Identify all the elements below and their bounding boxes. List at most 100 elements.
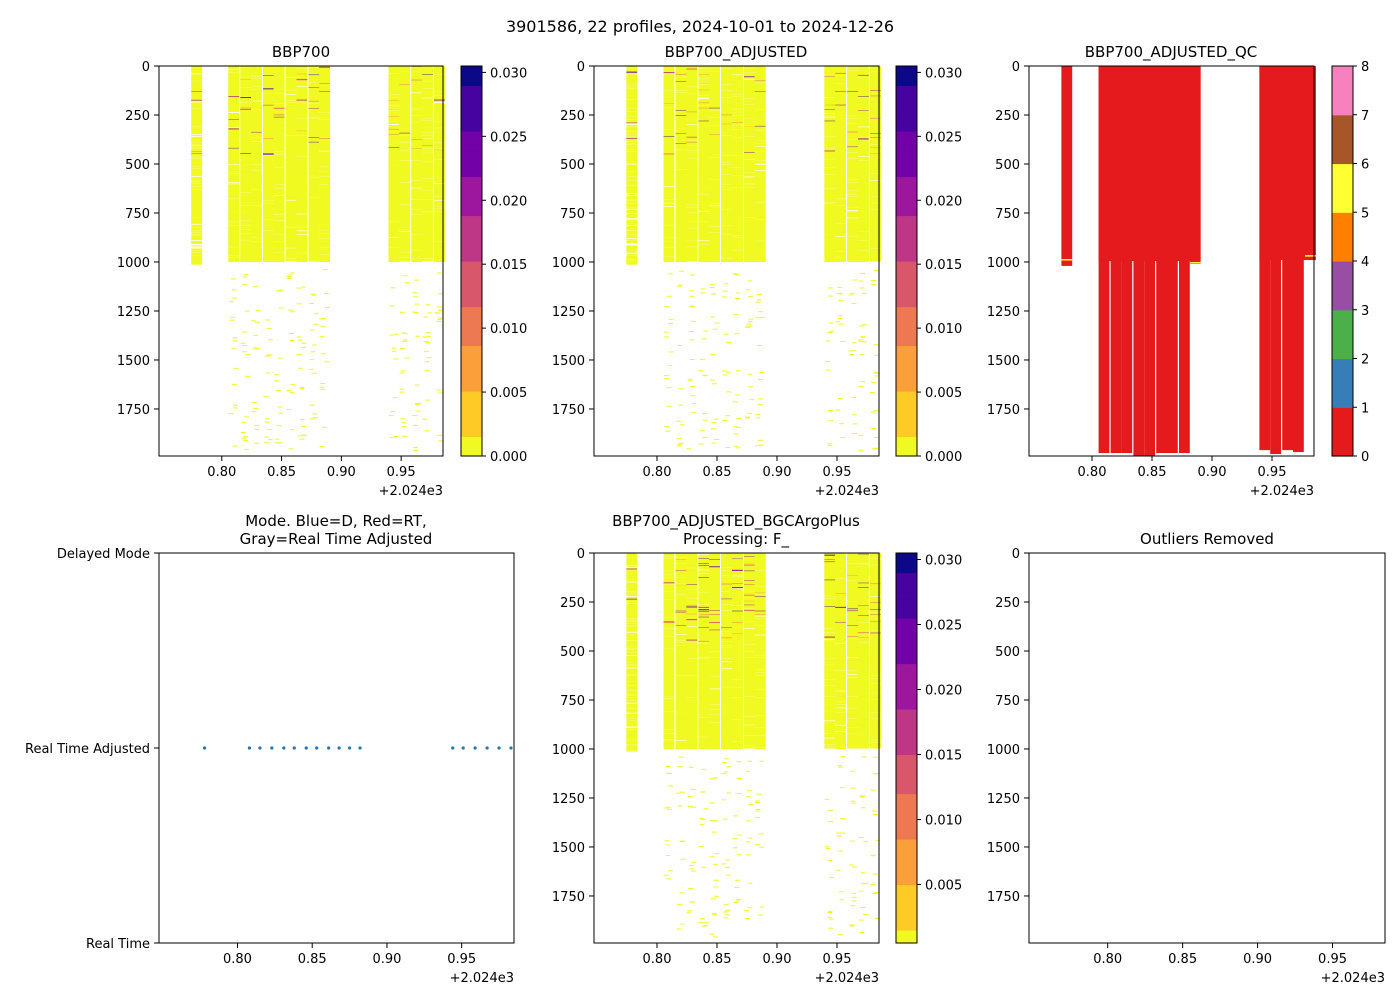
heatmap-cell: [191, 124, 203, 127]
heatmap-cell: [308, 99, 320, 101]
heatmap-cell: [191, 173, 203, 175]
heatmap-cell: [251, 235, 262, 237]
heatmap-cell: [399, 212, 411, 214]
heatmap-cell: [251, 90, 262, 92]
heatmap-cell: [285, 126, 297, 128]
heatmap-cell: [191, 155, 203, 157]
heatmap-cell: [263, 202, 274, 204]
heatmap-cell: [191, 171, 203, 173]
heatmap-cell: [319, 336, 325, 338]
heatmap-cell: [191, 121, 203, 123]
heatmap-cell: [263, 190, 274, 192]
heatmap-cell: [191, 215, 203, 217]
heatmap-cell: [273, 200, 285, 202]
heatmap-cell: [255, 321, 260, 323]
heatmap-cell: [191, 198, 203, 201]
heatmap-cell: [191, 177, 203, 179]
heatmap-cell: [191, 147, 203, 149]
heatmap-cell: [285, 121, 297, 123]
heatmap-cell: [191, 222, 203, 224]
heatmap-cell: [191, 66, 203, 68]
heatmap-cell: [243, 448, 249, 450]
heatmap-cell: [254, 425, 260, 427]
heatmap-cell: [191, 113, 203, 115]
heatmap-cell: [191, 193, 203, 195]
heatmap-cell: [263, 122, 274, 125]
heatmap-cell: [240, 192, 252, 194]
heatmap-cell: [191, 262, 203, 265]
heatmap-cell: [191, 87, 203, 90]
heatmap-cell: [251, 66, 262, 68]
heatmap-cell: [388, 157, 400, 159]
heatmap-cell: [273, 207, 285, 209]
heatmap-cell: [411, 187, 423, 189]
heatmap-cell: [273, 71, 285, 73]
heatmap-cell: [411, 244, 423, 247]
heatmap-cell: [422, 84, 433, 86]
heatmap-cell: [296, 113, 308, 115]
heatmap-cell: [296, 97, 308, 99]
heatmap-cell: [251, 175, 262, 177]
heatmap-cell: [240, 130, 252, 132]
heatmap-cell: [191, 91, 203, 93]
heatmap-cell: [296, 232, 308, 234]
heatmap-cell: [274, 442, 280, 444]
heatmap-cell: [411, 150, 423, 152]
heatmap-cell: [228, 301, 234, 303]
heatmap-cell: [411, 144, 423, 146]
heatmap-cell: [411, 131, 423, 133]
heatmap-cell: [297, 367, 303, 369]
heatmap-cell: [296, 129, 308, 131]
heatmap-cell: [228, 231, 240, 234]
heatmap-cell: [191, 91, 203, 93]
heatmap-cell: [251, 113, 262, 115]
heatmap-cell: [296, 75, 308, 78]
heatmap-cell: [191, 212, 203, 214]
heatmap-cell: [422, 116, 433, 118]
heatmap-cell: [229, 319, 235, 321]
heatmap-cell: [285, 114, 297, 116]
heatmap-cell: [301, 286, 307, 288]
heatmap-cell: [231, 278, 236, 280]
heatmap-cell: [251, 247, 262, 249]
heatmap-cell: [296, 188, 308, 190]
heatmap-cell: [285, 257, 297, 259]
heatmap-cell: [240, 160, 252, 162]
heatmap-cell: [273, 133, 285, 135]
heatmap-cell: [388, 213, 400, 215]
heatmap-cell: [399, 88, 411, 90]
heatmap-cell: [388, 151, 400, 153]
heatmap-cell: [411, 211, 423, 213]
heatmap-cell: [422, 80, 433, 82]
heatmap-cell: [263, 97, 274, 99]
heatmap-cell: [191, 200, 203, 202]
heatmap-cell: [296, 177, 308, 179]
heatmap-cell: [411, 110, 423, 112]
heatmap-cell: [285, 253, 297, 255]
heatmap-cell: [411, 126, 423, 128]
heatmap-cell: [296, 67, 308, 69]
heatmap-cell: [244, 416, 249, 418]
heatmap-cell: [240, 150, 252, 152]
heatmap-cell: [240, 95, 252, 97]
heatmap-cell: [388, 96, 400, 98]
heatmap-cell: [308, 170, 320, 172]
heatmap-cell: [191, 119, 203, 121]
heatmap-cell: [399, 127, 411, 129]
heatmap-cell: [308, 192, 320, 194]
heatmap-cell: [191, 152, 203, 154]
heatmap-cell: [278, 357, 284, 359]
heatmap-cell: [254, 442, 260, 444]
heatmap-cell: [273, 132, 285, 134]
heatmap-cell: [273, 219, 285, 221]
heatmap-cell: [251, 260, 262, 262]
heatmap-cell: [191, 170, 203, 172]
heatmap-cell: [191, 208, 203, 210]
heatmap-cell: [388, 86, 400, 88]
heatmap-cell: [322, 426, 327, 428]
heatmap-cell: [308, 81, 320, 83]
heatmap-cell: [191, 177, 203, 179]
heatmap-cell: [251, 136, 262, 138]
heatmap-cell: [388, 188, 400, 190]
heatmap-cell: [388, 257, 400, 259]
